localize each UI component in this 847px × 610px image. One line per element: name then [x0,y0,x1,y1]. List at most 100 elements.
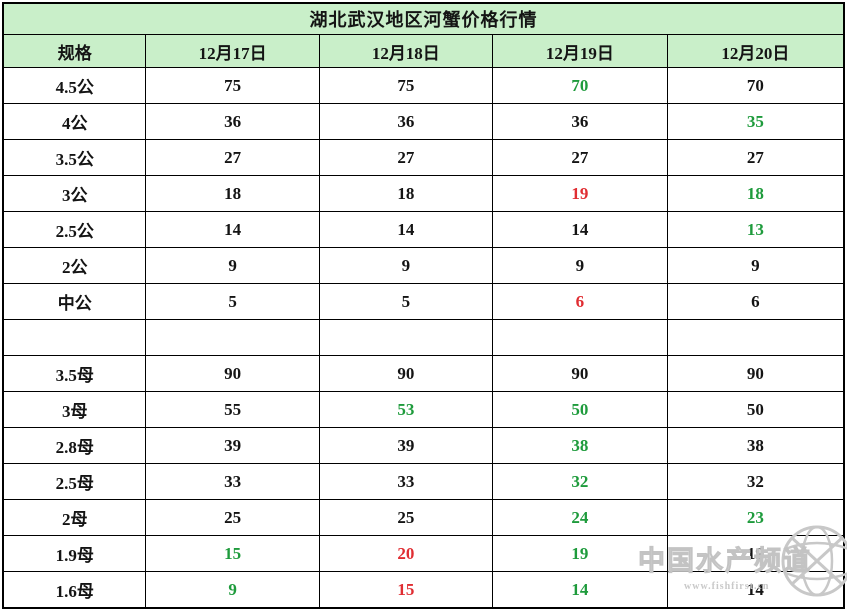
price-cell: 27 [145,139,320,176]
table-row: 3.5母 90 90 90 90 [2,355,845,392]
price-cell: 53 [318,391,493,428]
price-cell: 5 [145,283,320,320]
table-row: 2.8母 39 39 38 38 [2,427,845,464]
table-row: 3公 18 18 19 18 [2,175,845,212]
column-header-dec17: 12月17日 [145,34,320,68]
table-row: 4公 36 36 36 35 [2,103,845,140]
price-cell: 90 [491,355,668,392]
price-cell [666,319,845,356]
price-cell: 14 [318,211,493,248]
price-cell: 15 [145,535,320,572]
price-cell: 50 [491,391,668,428]
table-row: 2公 9 9 9 9 [2,247,845,284]
price-cell: 20 [318,535,493,572]
table-row: 2.5公 14 14 14 13 [2,211,845,248]
spec-cell: 2公 [2,247,147,284]
price-cell: 32 [491,463,668,500]
table-row: 2.5母 33 33 32 32 [2,463,845,500]
table-row: 3.5公 27 27 27 27 [2,139,845,176]
spec-cell: 2.5公 [2,211,147,248]
spec-cell: 3.5母 [2,355,147,392]
price-cell: 19 [491,535,668,572]
spec-cell: 2.8母 [2,427,147,464]
price-cell: 27 [318,139,493,176]
price-cell: 14 [491,211,668,248]
table-body: 4.5公 75 75 70 70 4公 36 36 36 35 3.5公 27 27 27 27 3公 18 18… [2,67,845,609]
spec-cell: 中公 [2,283,147,320]
price-cell: 32 [666,463,845,500]
spec-cell: 3.5公 [2,139,147,176]
price-cell: 39 [145,427,320,464]
price-cell: 5 [318,283,493,320]
table-row: 4.5公 75 75 70 70 [2,67,845,104]
price-cell: 39 [318,427,493,464]
price-cell: 90 [318,355,493,392]
price-cell: 19 [666,535,845,572]
price-cell: 15 [318,571,493,609]
price-cell: 90 [145,355,320,392]
table-row [2,319,845,356]
spec-cell: 3母 [2,391,147,428]
price-cell: 70 [666,67,845,104]
spec-cell: 1.6母 [2,571,147,609]
price-cell: 18 [318,175,493,212]
price-cell: 14 [491,571,668,609]
column-header-spec: 规格 [2,34,147,68]
price-cell: 6 [491,283,668,320]
price-cell: 38 [491,427,668,464]
price-cell: 36 [318,103,493,140]
price-cell: 24 [491,499,668,536]
price-cell: 55 [145,391,320,428]
price-cell: 9 [145,571,320,609]
price-cell: 25 [318,499,493,536]
table-row: 1.6母 9 15 14 14 [2,571,845,609]
price-cell: 13 [666,211,845,248]
price-cell: 19 [491,175,668,212]
price-cell: 23 [666,499,845,536]
price-cell: 35 [666,103,845,140]
price-cell: 14 [145,211,320,248]
table-row: 中公 5 5 6 6 [2,283,845,320]
price-cell: 33 [145,463,320,500]
price-cell: 9 [145,247,320,284]
price-cell [318,319,493,356]
header-row: 规格 12月17日 12月18日 12月19日 12月20日 [2,34,845,68]
price-cell: 27 [491,139,668,176]
price-cell: 27 [666,139,845,176]
table-row: 1.9母 15 20 19 19 [2,535,845,572]
price-cell: 18 [145,175,320,212]
price-cell: 9 [318,247,493,284]
price-cell: 36 [491,103,668,140]
spec-cell [2,319,147,356]
price-cell [145,319,320,356]
column-header-dec19: 12月19日 [491,34,668,68]
column-header-dec20: 12月20日 [666,34,845,68]
spec-cell: 3公 [2,175,147,212]
price-cell: 50 [666,391,845,428]
price-cell: 14 [666,571,845,609]
price-cell: 38 [666,427,845,464]
spec-cell: 1.9母 [2,535,147,572]
spec-cell: 4公 [2,103,147,140]
price-cell: 9 [491,247,668,284]
price-cell: 75 [318,67,493,104]
price-cell: 6 [666,283,845,320]
spec-cell: 4.5公 [2,67,147,104]
price-cell: 75 [145,67,320,104]
table-row: 2母 25 25 24 23 [2,499,845,536]
price-cell: 18 [666,175,845,212]
spec-cell: 2母 [2,499,147,536]
column-header-dec18: 12月18日 [318,34,493,68]
price-cell: 36 [145,103,320,140]
table-row: 3母 55 53 50 50 [2,391,845,428]
price-cell [491,319,668,356]
price-cell: 90 [666,355,845,392]
spec-cell: 2.5母 [2,463,147,500]
title-row: 湖北武汉地区河蟹价格行情 [2,2,845,35]
table-title: 湖北武汉地区河蟹价格行情 [2,2,845,35]
price-cell: 9 [666,247,845,284]
price-cell: 33 [318,463,493,500]
price-cell: 25 [145,499,320,536]
price-cell: 70 [491,67,668,104]
